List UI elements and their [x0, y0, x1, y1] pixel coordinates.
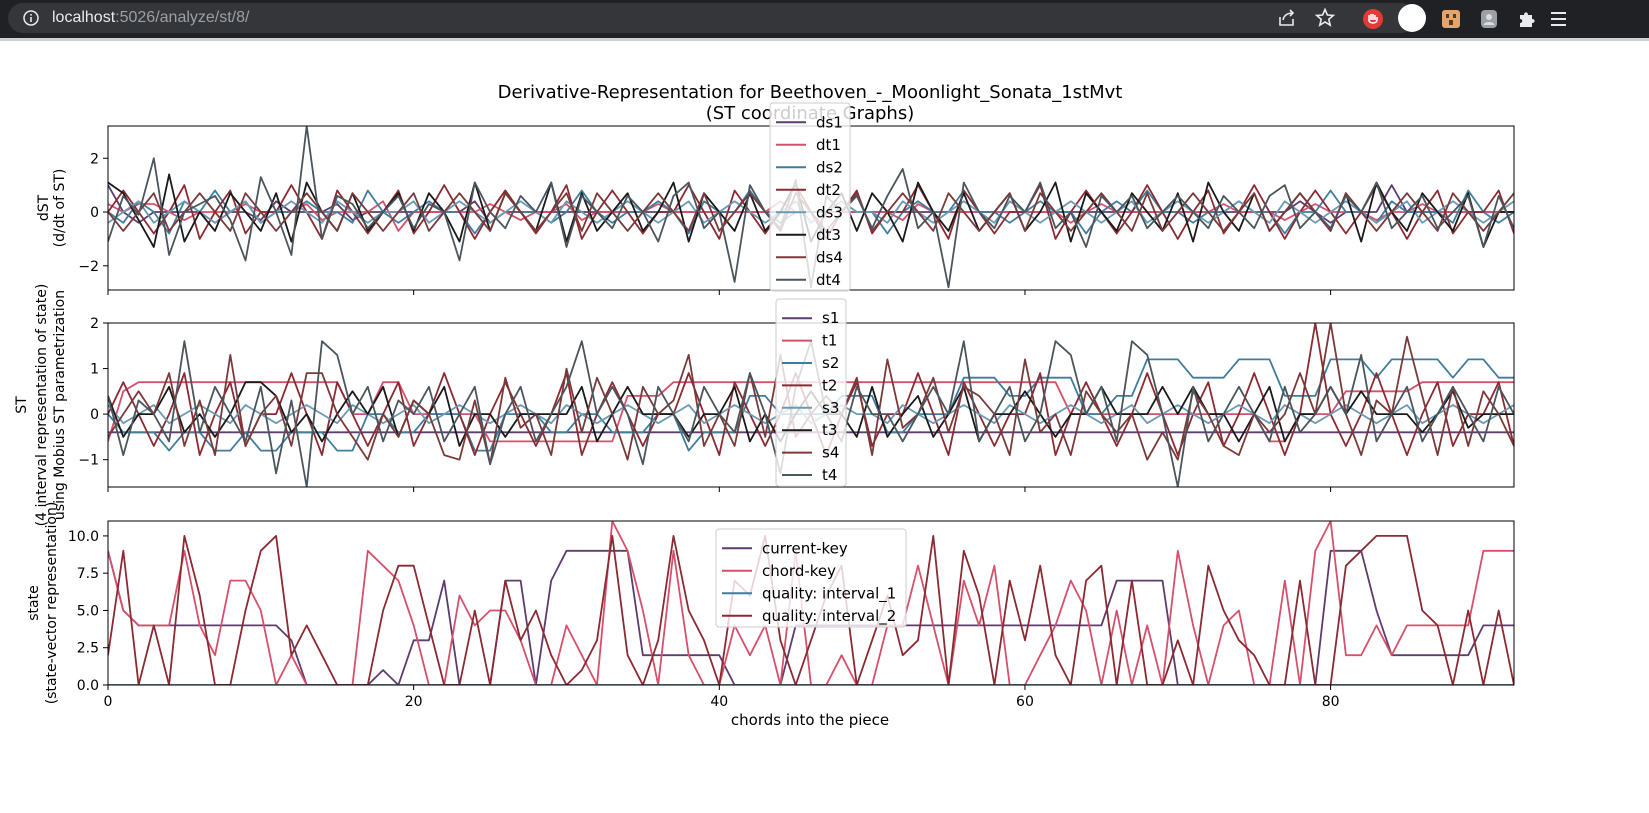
- y-axis-label: (state-vector representation): [44, 502, 60, 705]
- y-tick-label: −2: [78, 259, 99, 275]
- series-line-quality-interval-2: [108, 535, 1514, 685]
- y-tick-label: 0: [90, 407, 99, 423]
- share-icon[interactable]: [1276, 7, 1298, 29]
- x-tick-label: 60: [1016, 694, 1034, 710]
- legend-label: ds3: [816, 203, 843, 221]
- y-axis-label: using Mobius ST parametrization: [52, 290, 68, 520]
- legend-label: t4: [822, 466, 837, 484]
- url-text[interactable]: localhost:5026/analyze/st/8/: [52, 9, 249, 27]
- y-tick-label: 2: [90, 151, 99, 167]
- y-tick-label: 7.5: [77, 566, 99, 582]
- axes-frame: [107, 520, 1515, 686]
- series-line-chord-key: [108, 521, 1514, 685]
- legend-label: chord-key: [762, 562, 836, 580]
- account-icon[interactable]: [1478, 8, 1500, 30]
- x-tick-label: 80: [1322, 694, 1340, 710]
- legend-label: quality: interval_1: [762, 584, 896, 603]
- legend-state: current-key chord-key quality: interval_1q…: [715, 528, 907, 628]
- adblock-icon[interactable]: [1362, 8, 1384, 30]
- subplot-dst: 2 0 −2 dST (d/dt of ST) ds1 dt1 ds2 dt2 ds3 dt3 ds4…: [36, 102, 1515, 295]
- x-tick-label: 20: [405, 694, 423, 710]
- y-tick-label: 2: [90, 316, 99, 332]
- y-axis-label: (d/dt of ST): [52, 169, 68, 248]
- legend-box: [775, 298, 847, 487]
- star-icon[interactable]: [1314, 7, 1336, 29]
- legend-label: current-key: [762, 539, 848, 557]
- legend-label: ds4: [816, 248, 843, 266]
- x-tick-label: 0: [104, 694, 113, 710]
- y-tick-label: 1: [90, 362, 99, 378]
- y-axis-label: dST: [36, 194, 52, 221]
- legend-dst: ds1 dt1 ds2 dt2 ds3 dt3 ds4 dt4: [769, 102, 851, 292]
- url-path: :5026/analyze/st/8/: [115, 9, 250, 26]
- address-bar[interactable]: localhost:5026/analyze/st/8/: [8, 3, 1416, 33]
- legend-label: s1: [822, 309, 839, 327]
- legend-label: dt4: [816, 271, 841, 289]
- subplot-state: 10.0 7.5 5.0 2.5 0.0 0 20 40 60 80 state (state-vec…: [26, 502, 1515, 710]
- menu-icon[interactable]: [1549, 8, 1571, 30]
- legend-label: s2: [822, 354, 839, 372]
- y-axis-label: ST: [14, 396, 30, 414]
- chart-figure: Derivative-Representation for Beethoven_…: [14, 82, 1515, 729]
- legend-label: ds2: [816, 158, 843, 176]
- chart-title: Derivative-Representation for Beethoven_…: [498, 82, 1123, 103]
- y-tick-label: 0.0: [77, 678, 99, 694]
- legend-box: [715, 528, 907, 628]
- legend-label: s4: [822, 444, 839, 462]
- toolbar-shadow: [0, 38, 1649, 41]
- legend-st: s1 t1 s2 t2 s3 t3 s4 t4: [775, 298, 847, 487]
- legend-label: quality: interval_2: [762, 607, 896, 626]
- legend-label: ds1: [816, 113, 843, 131]
- y-tick-label: 0: [90, 205, 99, 221]
- url-host: localhost: [52, 9, 116, 26]
- puzzle-icon[interactable]: [1516, 8, 1538, 30]
- y-axis-label: state: [26, 585, 42, 620]
- legend-label: t2: [822, 376, 837, 394]
- legend-box: [769, 102, 851, 292]
- legend-label: t3: [822, 421, 837, 439]
- subplot-st: 2 1 0 −1 ST (4 interval representation of sta…: [14, 284, 1515, 527]
- y-axis-label: (4 interval representation of state): [34, 284, 50, 527]
- profile-icon[interactable]: [1397, 3, 1427, 33]
- y-tick-label: 10.0: [68, 529, 99, 545]
- legend-label: t1: [822, 332, 837, 350]
- legend-label: dt3: [816, 226, 841, 244]
- extension-icon[interactable]: [1440, 8, 1462, 30]
- y-tick-label: 5.0: [77, 603, 99, 619]
- x-tick-label: 40: [710, 694, 728, 710]
- y-tick-label: 2.5: [77, 641, 99, 657]
- legend-label: dt1: [816, 136, 841, 154]
- x-axis-label: chords into the piece: [731, 711, 889, 729]
- info-icon[interactable]: [22, 9, 40, 27]
- browser-toolbar: localhost:5026/analyze/st/8/: [0, 0, 1649, 40]
- y-tick-label: −1: [78, 453, 99, 469]
- legend-label: s3: [822, 399, 839, 417]
- legend-label: dt2: [816, 181, 841, 199]
